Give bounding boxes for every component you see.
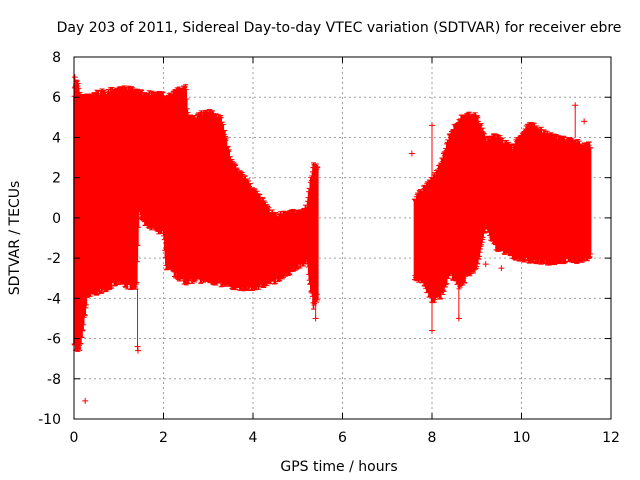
- x-tick-label: 6: [338, 430, 347, 446]
- x-tick-label: 0: [70, 430, 79, 446]
- y-tick-label: 8: [52, 50, 61, 66]
- y-tick-label: -2: [47, 251, 61, 267]
- x-tick-labels: 0 2 4 6 8 10 12: [70, 430, 620, 446]
- y-tick-label: 4: [52, 130, 61, 146]
- data-series: [71, 77, 594, 352]
- chart-title: Day 203 of 2011, Sidereal Day-to-day VTE…: [57, 20, 622, 36]
- x-tick-label: 10: [513, 430, 531, 446]
- y-tick-label: -10: [38, 412, 61, 428]
- outlier-points: [71, 74, 588, 404]
- y-tick-label: -8: [47, 372, 61, 388]
- y-tick-label: 2: [52, 171, 61, 187]
- y-tick-label: -6: [47, 332, 61, 348]
- y-tick-label: 0: [52, 211, 61, 227]
- x-tick-label: 12: [602, 430, 620, 446]
- axis-ticks: [73, 56, 612, 420]
- x-tick-label: 8: [428, 430, 437, 446]
- x-tick-label: 2: [159, 430, 168, 446]
- y-axis-label: SDTVAR / TECUs: [7, 181, 23, 296]
- y-tick-label: -4: [47, 291, 61, 307]
- x-axis-label: GPS time / hours: [280, 459, 397, 475]
- x-tick-label: 4: [249, 430, 258, 446]
- y-tick-label: 6: [52, 90, 61, 106]
- y-tick-labels: -10 -8 -6 -4 -2 0 2 4 6 8: [38, 50, 61, 428]
